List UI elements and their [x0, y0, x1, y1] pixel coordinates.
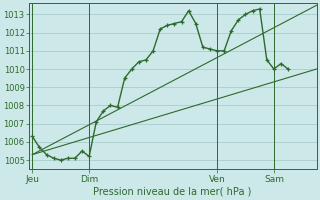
X-axis label: Pression niveau de la mer( hPa ): Pression niveau de la mer( hPa ) [93, 187, 252, 197]
